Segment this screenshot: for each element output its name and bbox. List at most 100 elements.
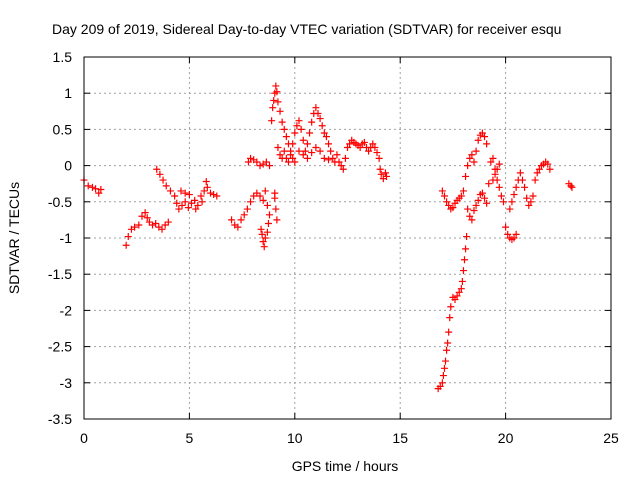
data-point [325, 156, 333, 164]
data-point [284, 158, 292, 166]
data-point [261, 187, 269, 195]
data-point [459, 187, 467, 195]
data-point [458, 277, 466, 285]
data-point [375, 154, 383, 162]
data-point [153, 165, 161, 173]
data-point [141, 209, 149, 217]
data-point [443, 198, 451, 206]
x-axis-label: GPS time / hours [292, 458, 399, 474]
data-point [478, 129, 486, 137]
data-point [259, 196, 267, 204]
data-point [470, 206, 478, 214]
x-tick-label: 5 [186, 430, 194, 446]
data-point [344, 144, 351, 151]
y-tick-label: -2 [60, 302, 73, 318]
data-point [166, 187, 174, 195]
data-point [274, 98, 282, 106]
data-point [478, 189, 486, 197]
data-point [181, 198, 189, 206]
data-point [523, 194, 531, 202]
data-point [306, 129, 314, 137]
data-point [512, 183, 520, 191]
data-point [447, 303, 455, 311]
data-point [270, 96, 278, 104]
data-point [312, 144, 320, 151]
data-point [95, 189, 103, 197]
data-point [152, 220, 160, 228]
data-point [489, 154, 497, 162]
data-point [262, 158, 270, 166]
data-point [299, 136, 307, 144]
data-point [175, 205, 183, 213]
data-point [228, 216, 236, 224]
data-point [271, 189, 279, 197]
data-point [481, 133, 489, 141]
data-point [459, 267, 467, 275]
data-point [446, 314, 454, 322]
data-points [80, 82, 576, 393]
y-tick-label: 1 [64, 85, 72, 101]
data-point [203, 183, 211, 191]
data-point [466, 154, 474, 162]
data-point [301, 147, 309, 155]
data-point [449, 204, 457, 212]
data-point [266, 211, 274, 219]
data-point [535, 165, 543, 173]
data-point [376, 165, 384, 173]
data-point [487, 158, 495, 166]
data-point [297, 125, 305, 133]
data-point [247, 154, 255, 162]
data-point [455, 288, 463, 296]
data-point [269, 104, 277, 112]
data-point [84, 182, 92, 190]
data-point [164, 218, 172, 226]
data-point [445, 201, 453, 209]
data-point [278, 118, 286, 126]
data-point [273, 88, 281, 96]
data-point [177, 187, 185, 195]
data-point [282, 133, 290, 141]
data-point [495, 183, 503, 191]
data-point [439, 372, 447, 380]
data-point [360, 138, 368, 146]
data-point [253, 158, 261, 166]
data-point [295, 117, 303, 125]
data-point [356, 144, 364, 151]
data-point [444, 339, 452, 347]
data-point [200, 187, 208, 195]
data-point [499, 198, 507, 206]
data-point [234, 223, 242, 231]
data-point [502, 223, 510, 231]
data-point [257, 225, 265, 233]
data-point [443, 346, 451, 354]
data-point [131, 223, 139, 231]
data-point [481, 194, 489, 202]
data-point [568, 183, 576, 191]
data-point [240, 211, 248, 219]
data-point [263, 228, 271, 236]
data-point [489, 176, 497, 184]
data-point [295, 147, 303, 155]
data-point [88, 183, 96, 191]
data-point [506, 205, 514, 213]
data-point [470, 158, 478, 166]
data-point [516, 169, 524, 177]
y-tick-label: -3.5 [48, 411, 72, 427]
data-point [369, 140, 377, 148]
data-point [377, 170, 385, 178]
data-point [263, 201, 271, 209]
data-point [518, 176, 526, 184]
data-point [280, 125, 288, 133]
data-point [440, 192, 448, 200]
chart-title: Day 209 of 2019, Sidereal Day-to-day VTE… [52, 21, 561, 37]
data-point [213, 192, 221, 200]
data-point [312, 104, 320, 112]
data-point [464, 162, 472, 170]
data-point [371, 144, 379, 151]
data-point [462, 172, 470, 180]
data-point [316, 147, 324, 155]
data-point [247, 198, 255, 206]
data-point [504, 230, 512, 238]
data-point [567, 182, 575, 190]
data-point [197, 192, 205, 200]
